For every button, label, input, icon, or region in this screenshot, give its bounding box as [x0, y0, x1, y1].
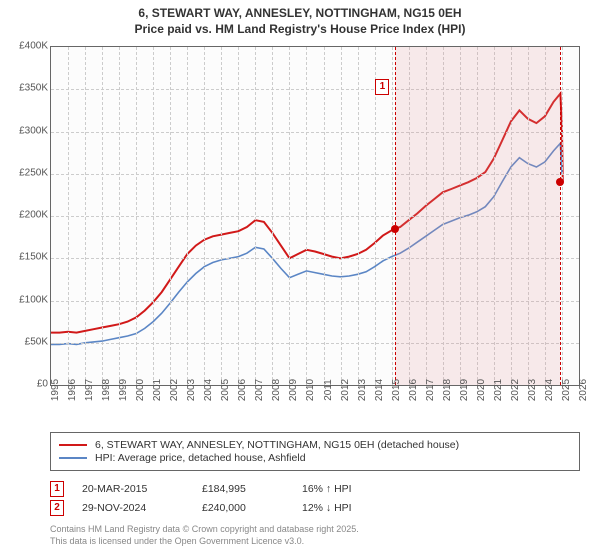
footer-line-1: Contains HM Land Registry data © Crown c…: [50, 524, 580, 536]
attribution-footer: Contains HM Land Registry data © Crown c…: [50, 524, 580, 547]
x-axis-tick-label: 2012: [340, 379, 351, 401]
x-axis-tick-label: 2004: [203, 379, 214, 401]
x-axis-tick-label: 2024: [544, 379, 555, 401]
x-axis-tick-label: 1995: [50, 379, 61, 401]
transactions-table: 1 20-MAR-2015 £184,995 16% ↑ HPI 2 29-NO…: [50, 478, 580, 519]
legend-label: 6, STEWART WAY, ANNESLEY, NOTTINGHAM, NG…: [95, 439, 459, 451]
y-axis-tick-label: £350K: [2, 83, 48, 94]
x-axis-tick-label: 2000: [135, 379, 146, 401]
tx-date: 20-MAR-2015: [82, 483, 202, 495]
plot-area: 12: [50, 46, 580, 386]
x-axis-tick-label: 2022: [510, 379, 521, 401]
y-axis-tick-label: £0: [2, 379, 48, 390]
tx-date: 29-NOV-2024: [82, 502, 202, 514]
legend-item: 6, STEWART WAY, ANNESLEY, NOTTINGHAM, NG…: [59, 439, 571, 451]
table-row: 1 20-MAR-2015 £184,995 16% ↑ HPI: [50, 481, 580, 497]
x-axis-tick-label: 2011: [323, 379, 334, 401]
tx-diff: 12% ↓ HPI: [302, 502, 402, 514]
x-axis-tick-label: 2026: [578, 379, 589, 401]
legend-swatch: [59, 457, 87, 459]
tx-price: £184,995: [202, 483, 302, 495]
x-axis-tick-label: 2023: [527, 379, 538, 401]
tx-price: £240,000: [202, 502, 302, 514]
title-line-2: Price paid vs. HM Land Registry's House …: [0, 22, 600, 38]
y-axis-tick-label: £300K: [2, 125, 48, 136]
tx-index-box: 1: [50, 481, 64, 497]
marker-dot: [391, 225, 399, 233]
x-axis-tick-label: 1997: [84, 379, 95, 401]
marker-label-box: 1: [375, 79, 389, 95]
chart-container: 6, STEWART WAY, ANNESLEY, NOTTINGHAM, NG…: [0, 0, 600, 560]
x-axis-tick-label: 2005: [220, 379, 231, 401]
x-axis-tick-label: 1996: [67, 379, 78, 401]
y-axis-tick-label: £250K: [2, 167, 48, 178]
x-axis-tick-label: 2003: [186, 379, 197, 401]
x-axis-tick-label: 2010: [305, 379, 316, 401]
x-axis-tick-label: 2007: [254, 379, 265, 401]
table-row: 2 29-NOV-2024 £240,000 12% ↓ HPI: [50, 500, 580, 516]
y-axis-tick-label: £400K: [2, 41, 48, 52]
footer-line-2: This data is licensed under the Open Gov…: [50, 536, 580, 548]
x-axis-tick-label: 2018: [442, 379, 453, 401]
title-line-1: 6, STEWART WAY, ANNESLEY, NOTTINGHAM, NG…: [0, 6, 600, 22]
x-axis-tick-label: 2019: [459, 379, 470, 401]
x-axis-tick-label: 2013: [357, 379, 368, 401]
y-axis-tick-label: £100K: [2, 294, 48, 305]
x-axis-tick-label: 2020: [476, 379, 487, 401]
x-axis-tick-label: 2006: [237, 379, 248, 401]
tx-diff: 16% ↑ HPI: [302, 483, 402, 495]
y-axis-tick-label: £50K: [2, 336, 48, 347]
x-axis-tick-label: 2014: [374, 379, 385, 401]
x-axis-tick-label: 2009: [288, 379, 299, 401]
x-axis-tick-label: 1998: [101, 379, 112, 401]
tx-index-box: 2: [50, 500, 64, 516]
legend: 6, STEWART WAY, ANNESLEY, NOTTINGHAM, NG…: [50, 432, 580, 471]
x-axis-tick-label: 2021: [493, 379, 504, 401]
x-axis-tick-label: 2016: [408, 379, 419, 401]
x-axis-tick-label: 1999: [118, 379, 129, 401]
legend-swatch: [59, 444, 87, 446]
y-axis-tick-label: £150K: [2, 252, 48, 263]
x-axis-tick-label: 2025: [561, 379, 572, 401]
x-axis-tick-label: 2002: [169, 379, 180, 401]
x-axis-tick-label: 2001: [152, 379, 163, 401]
x-axis-tick-label: 2015: [391, 379, 402, 401]
x-axis-tick-label: 2017: [425, 379, 436, 401]
y-axis-tick-label: £200K: [2, 210, 48, 221]
legend-label: HPI: Average price, detached house, Ashf…: [95, 452, 306, 464]
marker-dot: [556, 178, 564, 186]
chart-area: 12 £0£50K£100K£150K£200K£250K£300K£350K£…: [0, 46, 600, 426]
chart-title: 6, STEWART WAY, ANNESLEY, NOTTINGHAM, NG…: [0, 0, 600, 37]
legend-item: HPI: Average price, detached house, Ashf…: [59, 452, 571, 464]
x-axis-tick-label: 2008: [271, 379, 282, 401]
